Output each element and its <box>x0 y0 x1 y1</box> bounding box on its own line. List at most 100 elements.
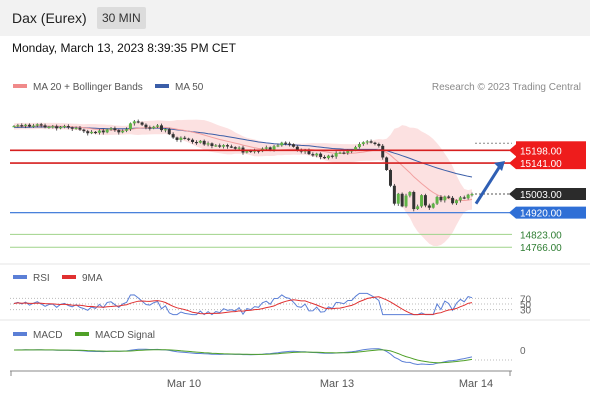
rsi-9ma-line <box>13 296 473 316</box>
candle-body <box>35 124 39 126</box>
candle-body <box>132 121 136 124</box>
candle-body <box>163 129 167 131</box>
candle-body <box>295 146 299 151</box>
candle-body <box>90 131 94 134</box>
candle-body <box>225 145 229 147</box>
legend-swatch-ma20 <box>13 84 27 88</box>
candle-body <box>264 147 268 149</box>
candle-body <box>218 145 222 147</box>
candle-body <box>326 155 330 159</box>
candle-body <box>59 126 63 129</box>
support-label-1: 14920.00 <box>520 209 562 220</box>
candle-body <box>330 155 334 157</box>
candle-body <box>377 144 381 146</box>
candle-body <box>315 153 319 156</box>
candle-body <box>288 143 292 145</box>
candle-body <box>144 124 148 128</box>
macd-signal-line <box>14 349 473 364</box>
candle-body <box>408 192 412 196</box>
timeframe-badge[interactable]: 30 MIN <box>97 7 146 29</box>
macd-zero-label: 0 <box>520 346 526 357</box>
support-label-1-bg <box>509 206 586 219</box>
candle-body <box>373 142 377 145</box>
candle-body <box>451 197 455 204</box>
candle-body <box>105 129 109 133</box>
credit-text: Research © 2023 Trading Central <box>432 82 581 93</box>
candle-body <box>109 128 113 130</box>
candle-body <box>222 145 226 147</box>
price-panel: 15198.00 15141.00 15003.00 14920.00 14823.00… <box>10 119 586 254</box>
instrument-title: Dax (Eurex) <box>12 10 87 26</box>
candle-body <box>187 138 191 140</box>
candle-body <box>458 197 462 201</box>
candle-body <box>400 193 404 207</box>
candle-body <box>74 127 78 130</box>
candle-body <box>78 127 82 130</box>
candle-body <box>167 129 171 135</box>
candle-body <box>70 127 74 129</box>
candle-body <box>198 140 202 143</box>
candle-body <box>435 196 439 204</box>
candle-body <box>346 150 350 153</box>
support-label-3: 14766.00 <box>520 243 562 254</box>
candle-body <box>101 130 105 133</box>
candle-body <box>86 131 90 134</box>
macd-line <box>13 348 473 366</box>
candle-body <box>94 131 98 134</box>
candle-body <box>416 206 420 210</box>
candle-body <box>20 125 24 127</box>
macd-panel: 0 <box>13 346 526 366</box>
candle-body <box>338 152 342 154</box>
candle-body <box>462 197 466 199</box>
candle-body <box>62 126 66 128</box>
candle-body <box>237 147 241 149</box>
x-tick-label: Mar 10 <box>167 378 201 390</box>
candle-body <box>140 122 144 125</box>
candle-body <box>466 194 470 199</box>
candle-body <box>31 125 35 127</box>
projection-arrow <box>474 165 502 205</box>
candle-body <box>175 137 179 140</box>
candle-body <box>82 129 86 132</box>
candle-body <box>97 130 101 133</box>
legend-label-macd-signal: MACD Signal <box>95 330 155 341</box>
bollinger-band <box>14 119 472 247</box>
candle-body <box>24 124 28 126</box>
candle-body <box>276 145 280 147</box>
candle-body <box>39 124 43 126</box>
candle-body <box>272 146 276 150</box>
legend-swatch-rsi <box>13 275 27 279</box>
ma50-line <box>14 126 473 178</box>
candle-body <box>171 134 175 138</box>
candle-body <box>439 196 443 201</box>
candle-body <box>357 144 361 148</box>
candle-body <box>342 152 346 154</box>
candle-body <box>152 126 156 129</box>
candle-body <box>194 141 198 144</box>
header-bar: Dax (Eurex) 30 MIN <box>0 0 590 36</box>
current-price-label: 15003.00 <box>520 190 562 201</box>
candle-body <box>319 153 323 158</box>
candle-body <box>183 137 187 139</box>
candle-body <box>16 125 20 127</box>
candle-body <box>159 125 163 131</box>
rsi-line <box>13 292 473 316</box>
legend-swatch-ma50 <box>155 84 169 88</box>
projection-arrow-head <box>494 161 505 172</box>
candle-body <box>427 205 431 208</box>
candle-body <box>354 147 358 151</box>
candle-body <box>257 150 261 152</box>
candle-body <box>470 194 474 196</box>
candle-body <box>404 195 408 207</box>
candle-body <box>245 150 249 153</box>
candle-body <box>128 123 132 130</box>
candle-body <box>47 126 51 128</box>
candle-body <box>148 127 152 129</box>
candle-body <box>268 147 272 150</box>
candle-body <box>311 154 315 156</box>
candle-body <box>202 140 206 145</box>
candle-body <box>361 142 365 145</box>
candle-body <box>117 130 121 133</box>
candle-body <box>28 124 32 127</box>
